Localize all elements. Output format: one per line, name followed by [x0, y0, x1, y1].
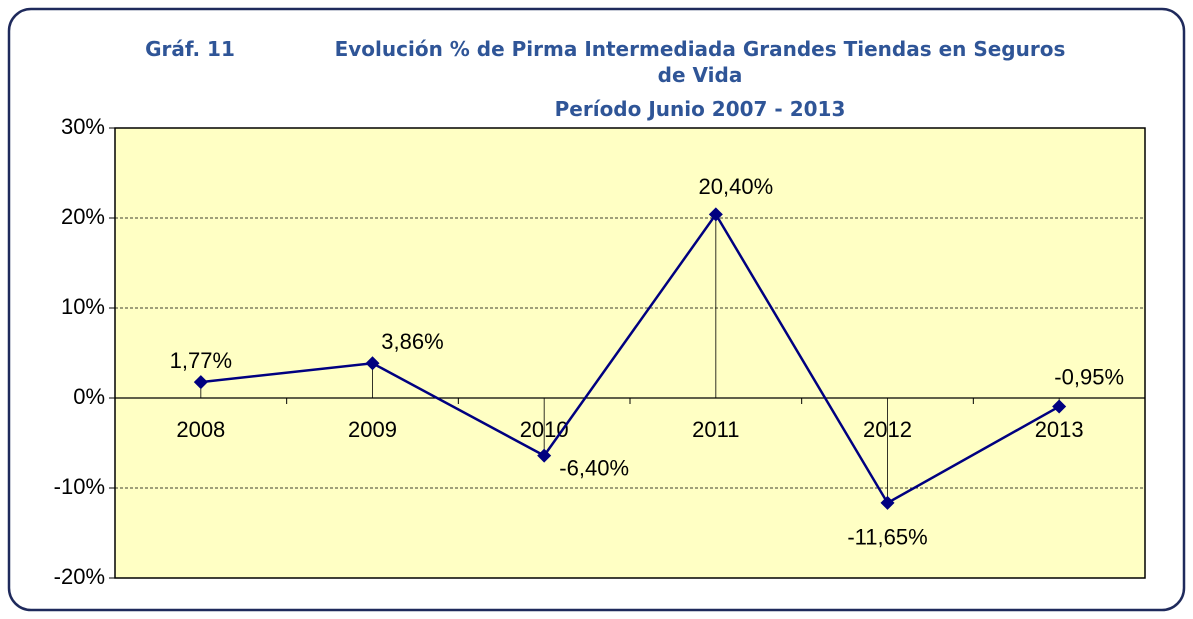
data-label: 3,86% [381, 329, 443, 354]
x-tick-label: 2008 [176, 417, 225, 442]
data-label: 1,77% [170, 348, 232, 373]
chart-title: Evolución % de Pirma Intermediada Grande… [334, 37, 1066, 87]
x-tick-label: 2011 [692, 417, 739, 442]
marker [537, 448, 552, 463]
y-tick-label: -10% [54, 474, 105, 499]
y-tick-label: 0% [73, 384, 105, 409]
y-tick-label: 30% [61, 114, 105, 139]
data-label: 20,40% [699, 174, 774, 199]
marker [193, 375, 208, 390]
chart-label: Gráf. 11 [145, 37, 235, 61]
marker [365, 356, 380, 371]
chart-subtitle: Período Junio 2007 - 2013 [554, 97, 846, 121]
x-tick-label: 2009 [348, 417, 397, 442]
data-label: -6,40% [559, 455, 629, 480]
plot-area [114, 127, 1146, 579]
marker [708, 207, 723, 222]
marker [880, 495, 895, 510]
marker [1052, 399, 1067, 414]
data-label: -11,65% [847, 525, 927, 550]
y-tick-label: -20% [54, 564, 105, 589]
data-label: -0,95% [1054, 364, 1124, 389]
y-tick-label: 10% [61, 294, 105, 319]
y-tick-label: 20% [61, 204, 105, 229]
series-line [200, 212, 1060, 505]
x-tick-label: 2013 [1035, 417, 1084, 442]
